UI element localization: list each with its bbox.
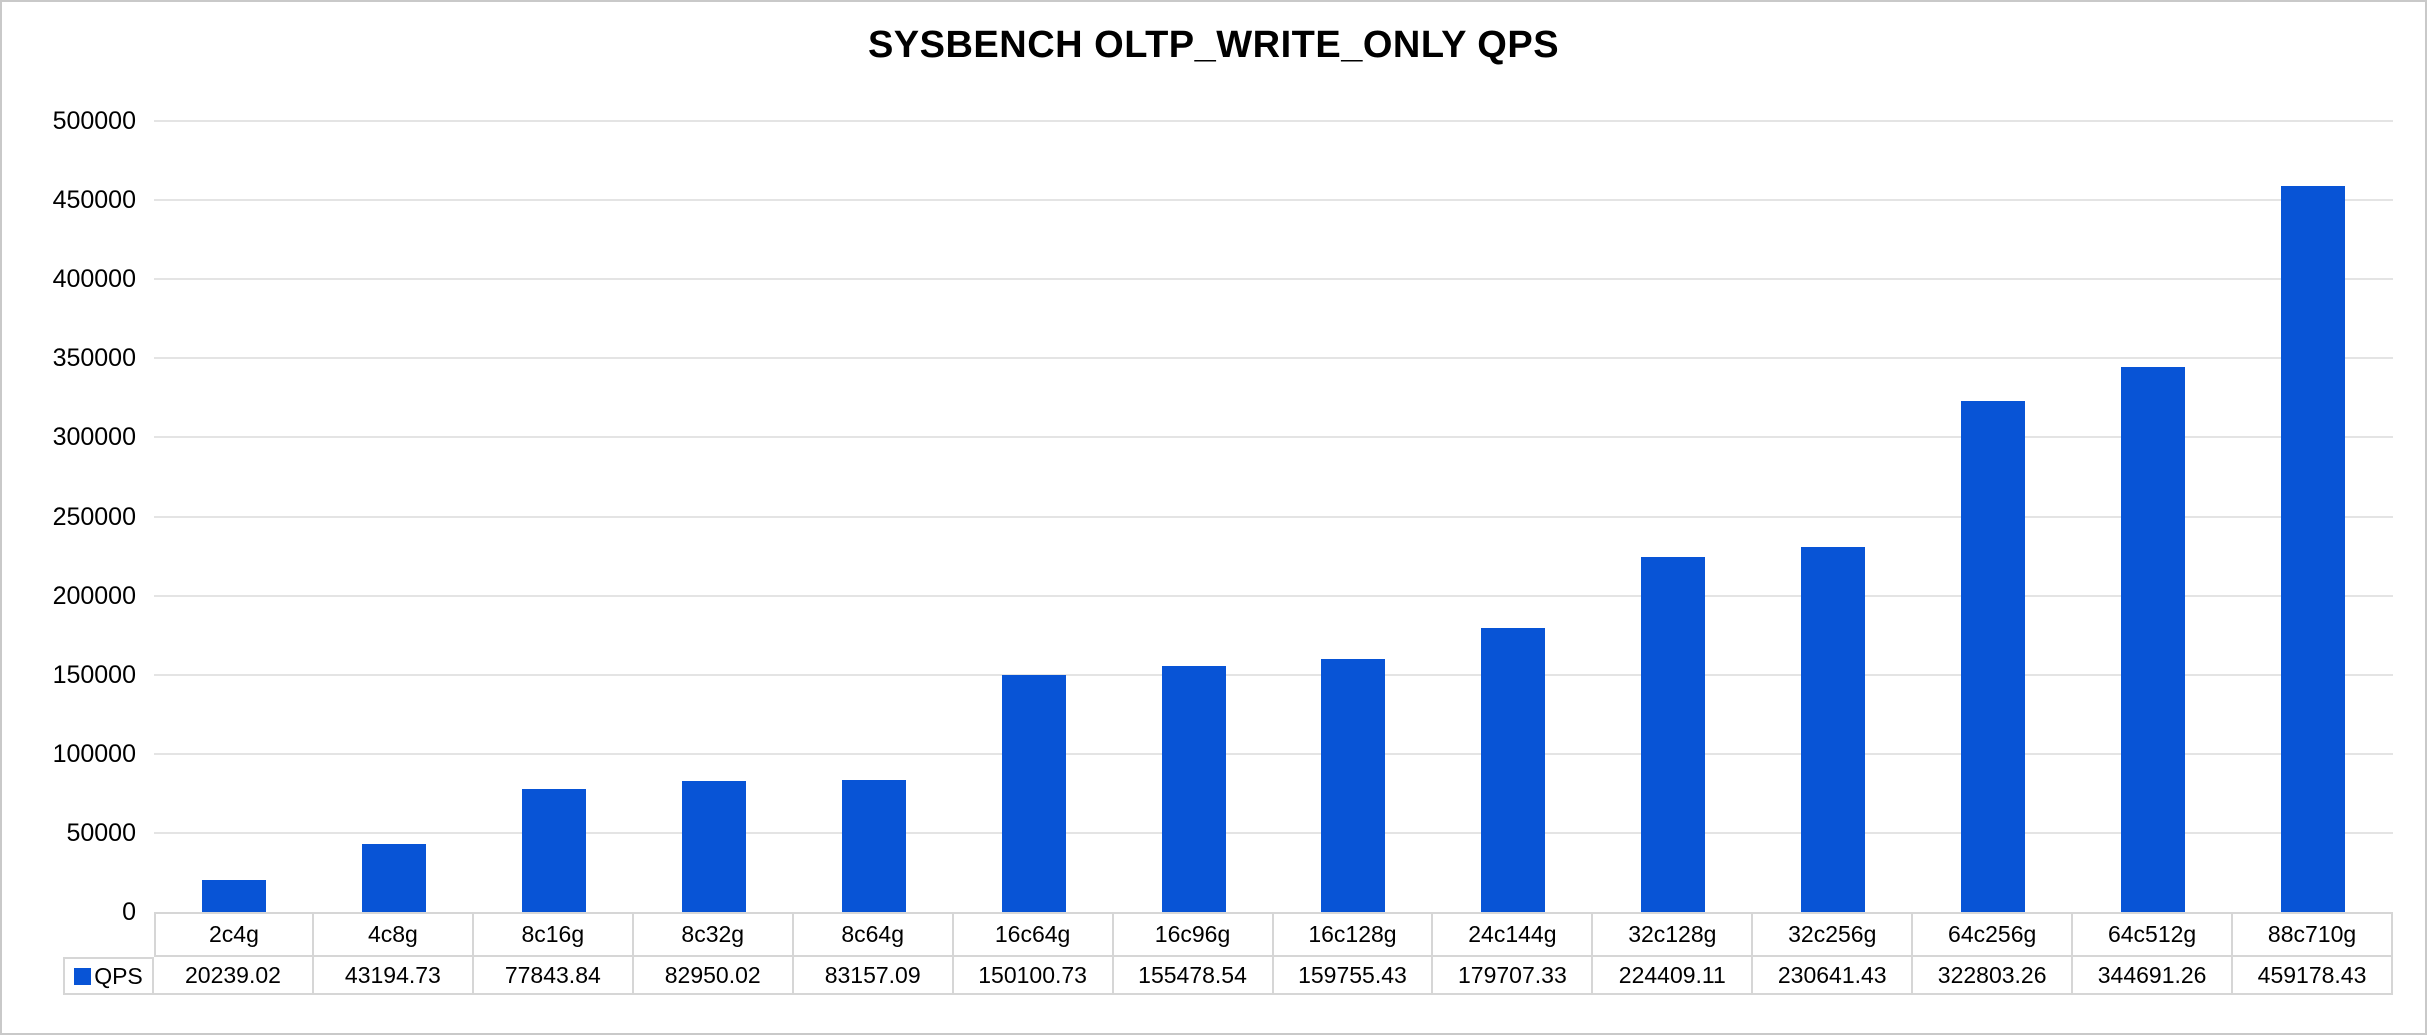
- bar-8c32g: [681, 780, 746, 912]
- value-cell: 344691.26: [2073, 957, 2234, 995]
- category-cell: 8c32g: [633, 912, 794, 957]
- value-cell: 150100.73: [953, 957, 1114, 995]
- gridline: [154, 515, 2393, 518]
- y-axis-tick-label: 400000: [52, 265, 136, 294]
- bar-88c710g: [2281, 185, 2346, 912]
- category-cell: 32c256g: [1753, 912, 1914, 957]
- bar-2c4g: [201, 879, 266, 912]
- bar-16c128g: [1321, 659, 1386, 912]
- category-cell: 8c16g: [473, 912, 634, 957]
- bar-64c256g: [1961, 401, 2026, 912]
- value-cell: 224409.11: [1593, 957, 1754, 995]
- gridline: [154, 436, 2393, 439]
- bar-32c128g: [1641, 556, 1706, 912]
- category-cell: 64c256g: [1913, 912, 2074, 957]
- category-cell: 88c710g: [2233, 912, 2393, 957]
- category-cell: 24c144g: [1433, 912, 1594, 957]
- bar-16c64g: [1001, 674, 1066, 912]
- legend-swatch-icon: [74, 967, 92, 985]
- y-axis-tick-label: 300000: [52, 423, 136, 452]
- y-axis-tick-label: 450000: [52, 186, 136, 215]
- value-cell: 43194.73: [313, 957, 474, 995]
- value-cell: 155478.54: [1113, 957, 1274, 995]
- bar-32c256g: [1801, 547, 1866, 912]
- y-axis-tick-label: 50000: [66, 818, 136, 847]
- data-table: 2c4g 4c8g 8c16g 8c32g 8c64g 16c64g 16c96g 16c12…: [63, 912, 2393, 995]
- bar-4c8g: [361, 843, 426, 912]
- gridline: [154, 752, 2393, 755]
- bar-24c144g: [1481, 627, 1546, 912]
- category-cell: 16c128g: [1273, 912, 1434, 957]
- y-axis-tick-label: 200000: [52, 581, 136, 610]
- value-cell: 83157.09: [793, 957, 954, 995]
- y-axis-tick-label: 100000: [52, 739, 136, 768]
- bar-64c512g: [2121, 366, 2186, 912]
- gridline: [154, 594, 2393, 597]
- gridline: [154, 831, 2393, 834]
- value-cell: 77843.84: [473, 957, 634, 995]
- category-cell: 16c96g: [1113, 912, 1274, 957]
- legend-cell: QPS: [63, 957, 154, 995]
- value-cell: 322803.26: [1913, 957, 2074, 995]
- chart-title: SYSBENCH OLTP_WRITE_ONLY QPS: [867, 24, 1560, 66]
- value-cell: 82950.02: [633, 957, 794, 995]
- gridline: [154, 357, 2393, 360]
- y-axis-tick-label: 250000: [52, 502, 136, 531]
- y-axis-tick-label: 0: [122, 898, 136, 926]
- category-cell: 8c64g: [793, 912, 954, 957]
- y-axis-tick-label: 350000: [52, 344, 136, 373]
- category-cell: 16c64g: [953, 912, 1114, 957]
- bar-8c64g: [841, 780, 906, 912]
- category-cell: 2c4g: [154, 912, 314, 957]
- gridline: [154, 278, 2393, 281]
- category-cell: 64c512g: [2073, 912, 2234, 957]
- category-cell: 4c8g: [313, 912, 474, 957]
- value-cell: 459178.43: [2233, 957, 2393, 995]
- bar-16c96g: [1161, 666, 1226, 912]
- value-cell: 179707.33: [1433, 957, 1594, 995]
- gridline: [154, 199, 2393, 202]
- gridline: [154, 673, 2393, 676]
- bar-8c16g: [521, 788, 586, 912]
- value-cell: 159755.43: [1273, 957, 1434, 995]
- y-axis-tick-label: 150000: [52, 660, 136, 689]
- value-cell: 20239.02: [154, 957, 314, 995]
- y-axis-tick-label: 500000: [52, 107, 136, 135]
- legend-series-label: QPS: [94, 962, 143, 989]
- value-cell: 230641.43: [1753, 957, 1914, 995]
- category-cell: 32c128g: [1593, 912, 1754, 957]
- table-corner-spacer: [63, 912, 154, 957]
- gridline: [154, 120, 2393, 122]
